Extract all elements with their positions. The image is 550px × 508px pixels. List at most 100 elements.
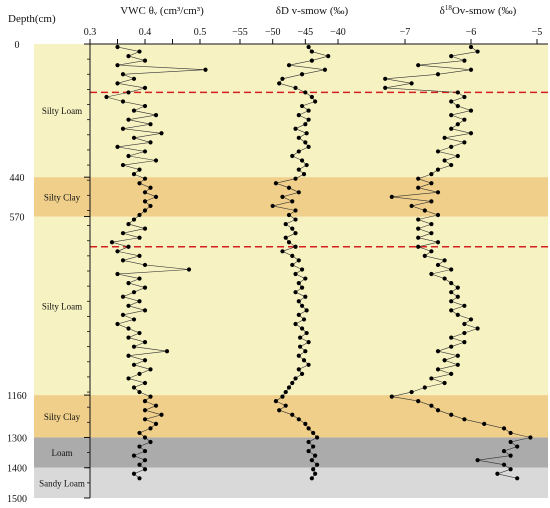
d18O-point (468, 317, 474, 322)
depth-axis-label: Depth(cm) (8, 13, 56, 25)
dD-point (299, 72, 305, 77)
dD-point (313, 453, 318, 458)
vwc-point (148, 203, 153, 209)
vwc-tick-label: 0.4 (139, 27, 152, 38)
vwc-point (153, 158, 159, 163)
soil-layer-label-0: Silty Loam (42, 106, 82, 116)
dD-point (286, 185, 292, 190)
dD-point (290, 153, 295, 159)
d18O-point (435, 367, 441, 372)
dD-point (296, 281, 301, 286)
d18O-point (429, 181, 434, 186)
dD-point (273, 181, 279, 186)
dD-point (286, 240, 292, 245)
vwc-point (137, 389, 142, 395)
vwc-point (142, 467, 148, 472)
d18O-point (435, 349, 441, 354)
d18O-point (389, 194, 394, 199)
dD-tick-label: −50 (265, 27, 281, 38)
d18O-point (449, 281, 454, 286)
dD-point (293, 376, 298, 381)
vwc-point (148, 185, 153, 190)
vwc-point (115, 144, 120, 150)
d18O-point (501, 448, 507, 454)
d18O-title: δ18Ov-smow (‰) (440, 4, 517, 17)
d18O-point (435, 408, 441, 413)
vwc-point (131, 317, 137, 322)
dD-point (311, 467, 316, 472)
dD-point (290, 199, 295, 204)
vwc-point (142, 340, 148, 345)
d18O-point (435, 72, 441, 77)
vwc-point (142, 226, 148, 231)
vwc-point (142, 408, 148, 413)
vwc-point (120, 162, 126, 168)
vwc-point (120, 294, 126, 299)
d18O-point (389, 394, 394, 399)
top-axes: 0.3 0.4 0.5 VWC θᵥ (cm³/cm³) −55 −50 −45 −40 δD … (84, 4, 548, 45)
d18O-point (508, 430, 513, 436)
vwc-point (126, 244, 131, 249)
dD-point (309, 94, 314, 100)
vwc-point (137, 235, 142, 240)
vwc-point (142, 176, 148, 181)
d18O-point (429, 376, 434, 381)
d18O-point (422, 385, 427, 390)
dD-point (306, 448, 311, 454)
dD-point (273, 399, 279, 404)
vwc-point (131, 135, 137, 140)
vwc-point (131, 172, 137, 177)
soil-layer-1 (34, 177, 548, 217)
d18O-point (409, 389, 414, 395)
soil-layer-labels: Silty Loam Silty Clay Silty Loam Silty Clay… (39, 106, 85, 488)
vwc-point (137, 444, 142, 449)
vwc-point (137, 462, 142, 467)
d18O-point (468, 108, 474, 113)
d18O-tick-label: −6 (466, 27, 477, 38)
vwc-point (159, 131, 164, 136)
vwc-point (159, 412, 164, 417)
d18O-point (455, 362, 460, 367)
dD-point (293, 290, 298, 295)
d18O-point (462, 321, 467, 327)
d18O-point (383, 76, 388, 81)
vwc-point (164, 349, 170, 354)
soil-layer-label-2: Silty Loam (42, 301, 82, 311)
dD-point (306, 108, 311, 113)
d18O-point (462, 340, 467, 345)
dD-point (306, 44, 311, 50)
vwc-point (126, 221, 131, 227)
d18O-point (508, 453, 513, 458)
vwc-point (104, 94, 109, 100)
vwc-point (153, 421, 159, 426)
d18O-point (442, 276, 447, 281)
dD-point (306, 439, 311, 445)
vwc-point (142, 308, 148, 313)
dD-point (309, 49, 314, 54)
d18O-point (416, 399, 421, 404)
vwc-point (109, 240, 115, 245)
vwc-point (137, 371, 142, 377)
d18O-point (435, 149, 441, 154)
d18O-point (455, 294, 460, 299)
d18O-point (449, 299, 454, 304)
d18O-point (495, 471, 500, 476)
dD-point (280, 194, 285, 199)
vwc-point (120, 72, 126, 77)
dD-point (299, 158, 305, 163)
vwc-point (142, 380, 148, 386)
d18O-point (429, 403, 434, 408)
dD-point (303, 276, 308, 281)
dD-point (309, 458, 314, 463)
d18O-point (435, 167, 441, 172)
dD-point (296, 190, 301, 195)
vwc-point (120, 126, 126, 131)
dD-point (296, 258, 301, 263)
dD-point (293, 217, 298, 222)
dD-point (306, 426, 311, 431)
dD-point (290, 380, 295, 386)
dD-point (296, 149, 301, 154)
soil-layer-label-5: Sandy Loam (39, 478, 85, 488)
vwc-point (115, 81, 120, 86)
vwc-point (148, 394, 153, 399)
